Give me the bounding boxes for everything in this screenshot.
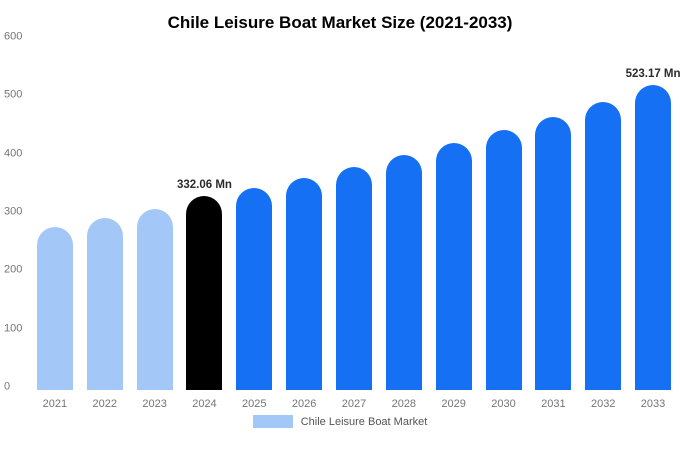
bar-group: 2030: [479, 130, 529, 411]
bar-group: 2025: [229, 188, 279, 411]
y-tick-label: 600: [4, 30, 23, 43]
legend-label: Chile Leisure Boat Market: [300, 415, 428, 428]
x-tick-label: 2021: [42, 398, 68, 410]
bar-2026: [286, 178, 323, 390]
bar-group: 2031: [528, 117, 578, 411]
bar-group: 523.17 Mn 2033: [625, 67, 680, 412]
bar-2033: [635, 85, 672, 390]
x-tick-label: 2031: [541, 398, 566, 410]
y-tick-label: 100: [4, 322, 23, 335]
legend: Chile Leisure Boat Market: [0, 415, 680, 428]
x-tick-label: 2022: [92, 398, 117, 410]
bar-group: 2028: [379, 155, 429, 411]
x-tick-label: 2029: [441, 398, 466, 410]
bar-group: 332.06 Mn 2024: [176, 178, 232, 412]
bar-2030: [485, 130, 522, 390]
x-tick-label: 2030: [491, 398, 516, 410]
bar-group: 2032: [578, 102, 628, 411]
x-tick-label: 2024: [192, 398, 217, 410]
bar-2023: [136, 209, 173, 390]
x-tick-label: 2026: [291, 398, 317, 410]
legend-swatch: [252, 415, 293, 428]
chart-title: Chile Leisure Boat Market Size (2021-203…: [167, 13, 513, 32]
bar-value-label: 523.17 Mn: [625, 67, 680, 80]
y-tick-label: 300: [4, 205, 23, 218]
bar-group: 2029: [429, 143, 479, 411]
bar-2031: [535, 117, 572, 390]
x-tick-label: 2025: [242, 398, 267, 410]
bar-2029: [435, 143, 472, 390]
bar-2024: [186, 196, 223, 390]
bar-2021: [36, 227, 73, 390]
x-tick-label: 2027: [341, 398, 367, 410]
bar-2025: [236, 188, 273, 390]
bar-group: 2023: [130, 209, 180, 411]
bar-chart: 0 100 200 300 400 500 600 2021 2022 2023 332.06 M…: [0, 31, 680, 412]
bar-2027: [335, 167, 372, 390]
y-tick-label: 200: [4, 263, 23, 276]
x-tick-label: 2032: [590, 398, 616, 410]
y-tick-label: 500: [4, 88, 23, 101]
bar-group: 2026: [279, 178, 329, 411]
bar-group: 2022: [80, 218, 130, 411]
bar-value-label: 332.06 Mn: [176, 178, 232, 191]
y-tick-label: 0: [4, 380, 11, 393]
bar-group: 2027: [329, 167, 379, 411]
bar-group: 2021: [30, 227, 80, 411]
bar-2028: [385, 155, 422, 390]
plot-area: 2021 2022 2023 332.06 Mn 2024 2025 2026 2027 202…: [30, 37, 680, 412]
x-tick-label: 2023: [142, 398, 167, 410]
bar-2032: [585, 102, 622, 390]
y-tick-label: 400: [4, 147, 23, 160]
x-tick-label: 2028: [391, 398, 417, 410]
x-tick-label: 2033: [640, 398, 666, 410]
bar-2022: [86, 218, 123, 390]
